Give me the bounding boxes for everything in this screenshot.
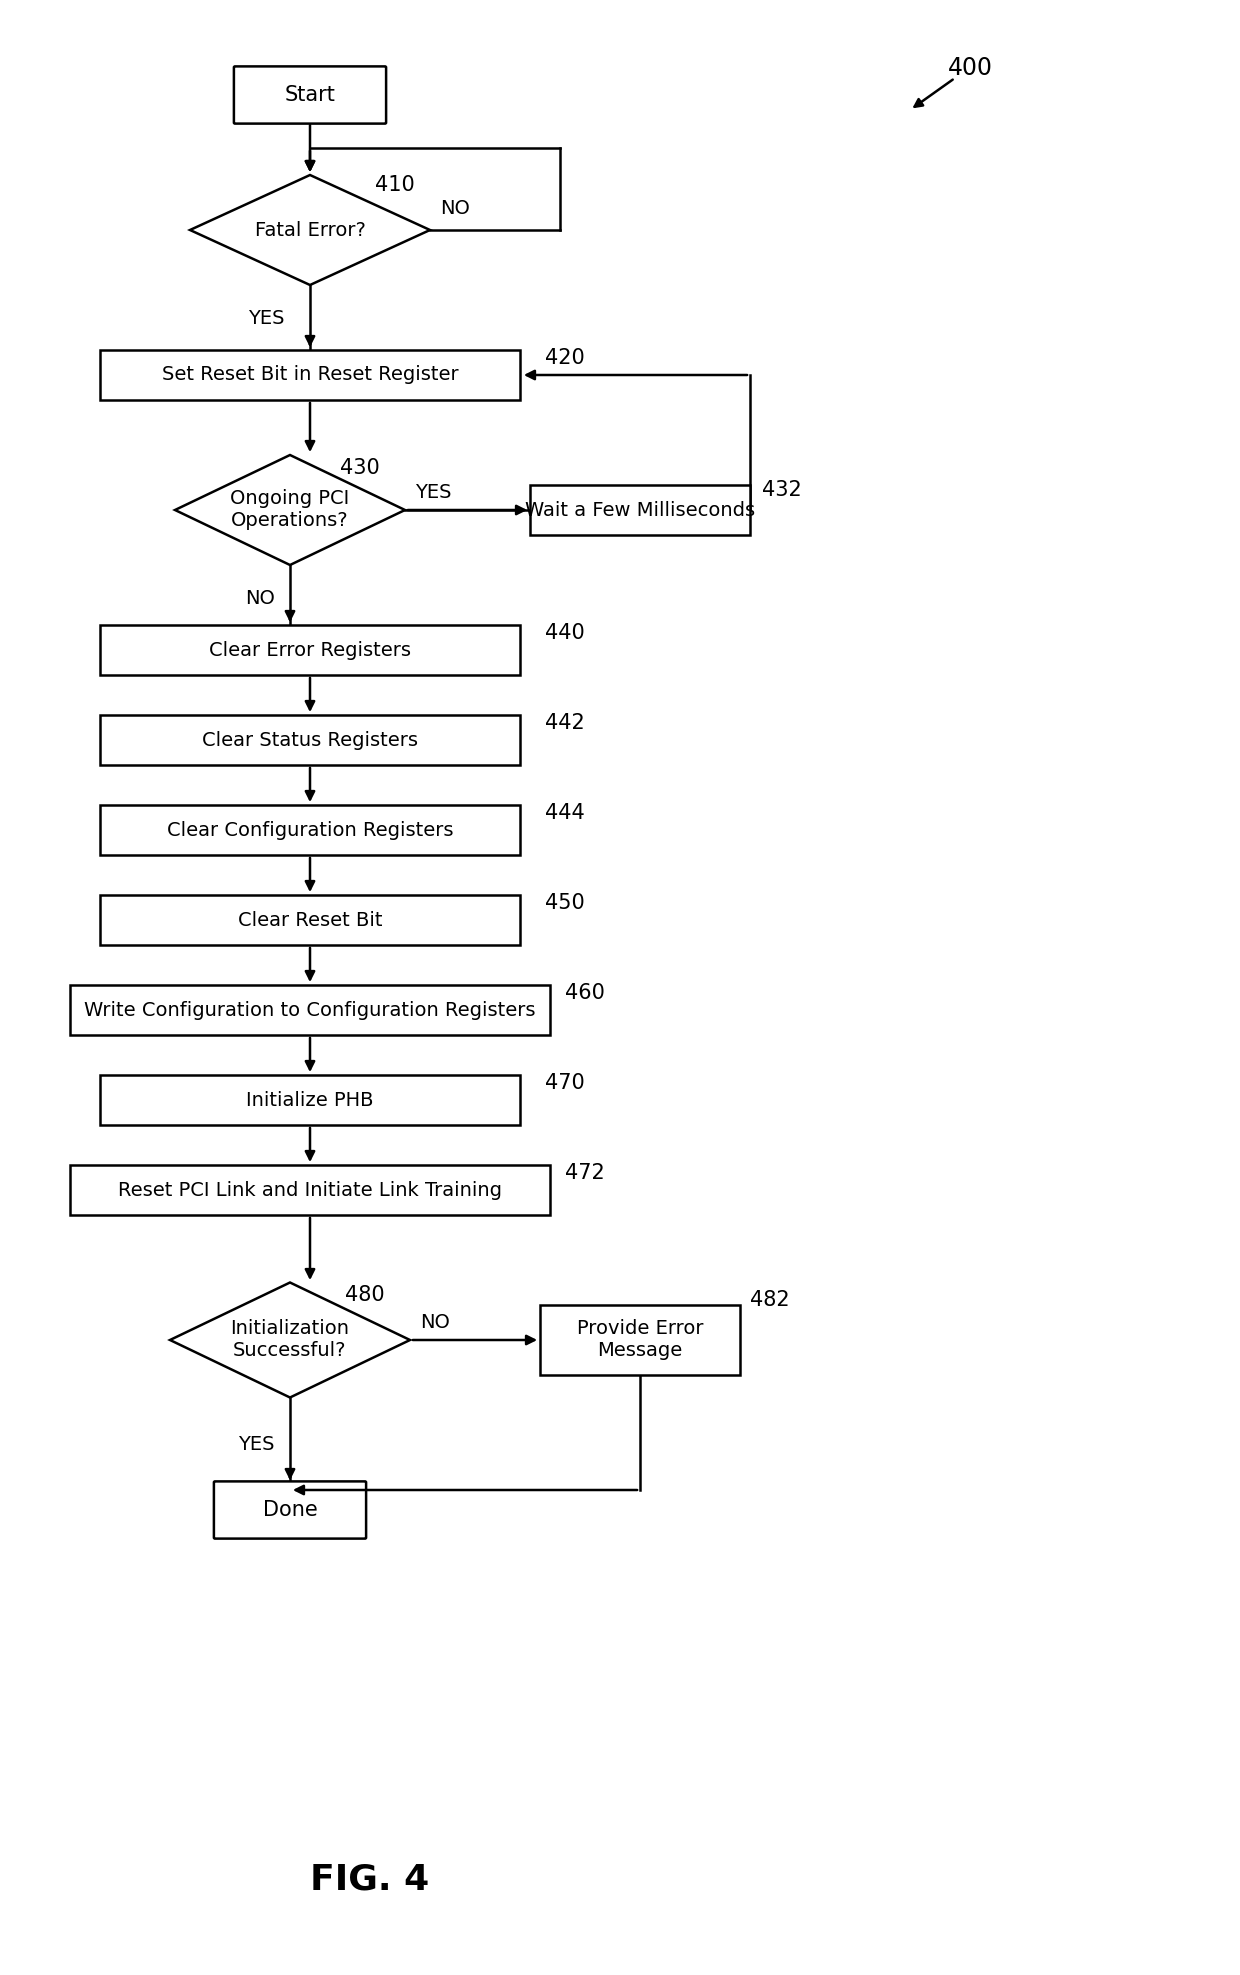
Text: Initialize PHB: Initialize PHB	[247, 1090, 373, 1110]
Text: Fatal Error?: Fatal Error?	[254, 221, 366, 239]
FancyBboxPatch shape	[234, 67, 386, 124]
Text: Set Reset Bit in Reset Register: Set Reset Bit in Reset Register	[161, 365, 459, 385]
Text: Wait a Few Milliseconds: Wait a Few Milliseconds	[525, 500, 755, 519]
Bar	[100, 1074, 520, 1126]
Text: Start: Start	[284, 85, 336, 105]
Bar	[100, 895, 520, 944]
FancyBboxPatch shape	[215, 1481, 366, 1539]
Text: Clear Configuration Registers: Clear Configuration Registers	[166, 820, 454, 839]
Text: 472: 472	[565, 1163, 605, 1183]
Bar	[539, 1305, 740, 1375]
Bar	[69, 986, 551, 1035]
Text: Clear Status Registers: Clear Status Registers	[202, 731, 418, 749]
Text: Reset PCI Link and Initiate Link Training: Reset PCI Link and Initiate Link Trainin…	[118, 1181, 502, 1199]
Text: 450: 450	[546, 893, 585, 912]
Bar	[100, 806, 520, 855]
Text: YES: YES	[248, 308, 284, 328]
Bar	[69, 1165, 551, 1215]
Bar	[529, 486, 750, 535]
Text: Clear Reset Bit: Clear Reset Bit	[238, 910, 382, 930]
Text: NO: NO	[440, 199, 470, 217]
Text: Write Configuration to Configuration Registers: Write Configuration to Configuration Reg…	[84, 1001, 536, 1019]
Polygon shape	[175, 454, 405, 565]
Polygon shape	[170, 1282, 410, 1398]
Text: Done: Done	[263, 1499, 317, 1521]
Text: 442: 442	[546, 713, 585, 733]
Text: NO: NO	[420, 1313, 450, 1331]
Text: Clear Error Registers: Clear Error Registers	[210, 640, 410, 660]
Text: Provide Error
Message: Provide Error Message	[577, 1319, 703, 1361]
Text: FIG. 4: FIG. 4	[310, 1862, 429, 1898]
Text: YES: YES	[238, 1436, 274, 1454]
Text: 430: 430	[340, 458, 379, 478]
Text: 410: 410	[374, 176, 414, 196]
Text: Ongoing PCI
Operations?: Ongoing PCI Operations?	[231, 490, 350, 531]
Text: Initialization
Successful?: Initialization Successful?	[231, 1319, 350, 1361]
Text: 470: 470	[546, 1072, 585, 1092]
Text: 420: 420	[546, 348, 585, 367]
Text: NO: NO	[246, 589, 275, 608]
Text: 444: 444	[546, 804, 585, 824]
Bar	[100, 624, 520, 675]
Text: 432: 432	[763, 480, 802, 500]
Text: YES: YES	[415, 482, 451, 502]
Text: 400: 400	[947, 55, 992, 81]
Text: 482: 482	[750, 1290, 790, 1309]
Polygon shape	[190, 176, 430, 284]
Text: 480: 480	[345, 1286, 384, 1305]
Bar	[100, 715, 520, 764]
Text: 460: 460	[565, 984, 605, 1003]
Text: 440: 440	[546, 622, 585, 644]
Bar	[100, 350, 520, 401]
